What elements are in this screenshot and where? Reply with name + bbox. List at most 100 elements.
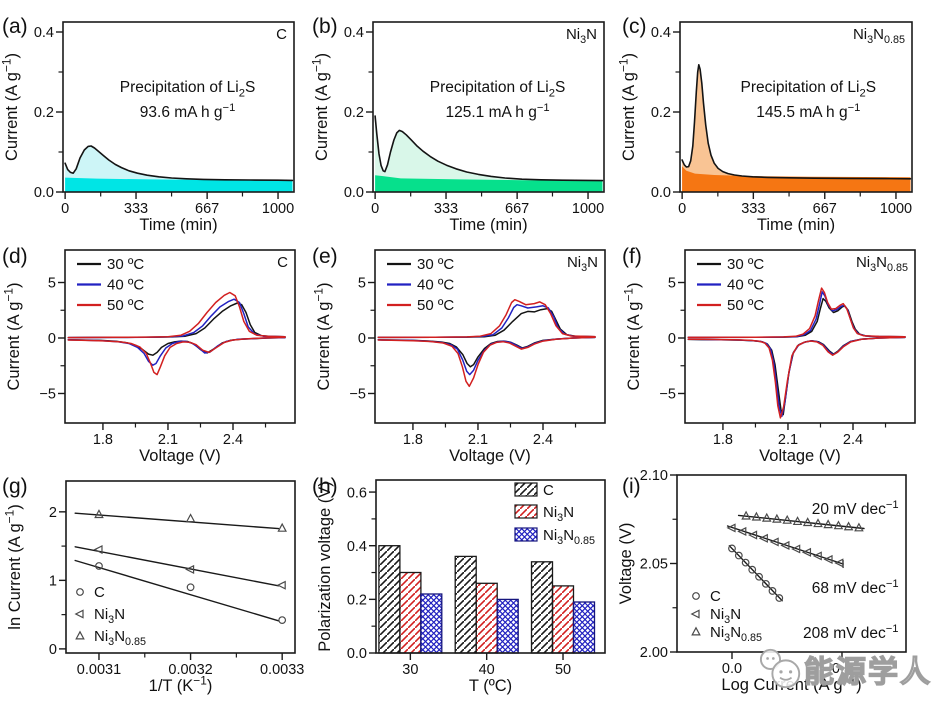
a-annotation-1: 93.6 mA h g−1 (140, 102, 236, 121)
f-legend-label-0: 30 ºC (727, 256, 764, 273)
i-series-2 (726, 525, 844, 565)
i-x-axis-label: Log Current (A g−1) (721, 673, 861, 694)
h-x-tick-label-2: 50 (555, 662, 571, 678)
panel-e-chart: 1.8 2.1 2.4 −5 0 5 Voltage (V) Current (A g−1) (… (312, 245, 606, 465)
i-x-tick-label-0: 0.0 (722, 661, 742, 677)
c-x-tick-label-3: 1000 (880, 201, 912, 217)
i-scatter-1 (728, 544, 784, 602)
c-frame (679, 21, 913, 193)
a-annotation-0: Precipitation of Li2S (120, 79, 255, 99)
d-panel-letter: (d) (2, 245, 28, 268)
marker-triangle-up (833, 520, 844, 530)
marker-triangle-up (94, 509, 104, 519)
b-x-tick-label-3: 1000 (572, 201, 604, 217)
marker-triangle-left (834, 558, 844, 568)
c-y-axis-label: Current (A g−1) (617, 53, 638, 161)
e-legend-label-2: 50 ºC (417, 297, 454, 314)
marker-triangle-up (691, 626, 701, 636)
a-y-tick-label-2: 0.4 (34, 25, 54, 41)
d-x-tick-label-1: 2.1 (158, 432, 178, 448)
marker-triangle-left (748, 530, 758, 540)
i-y-tick-label-0: 2.00 (640, 645, 668, 661)
f-panel-letter: (f) (622, 245, 642, 268)
marker-circle (734, 551, 743, 560)
i-y-axis-label: Voltage (V) (617, 523, 635, 605)
marker-circle (95, 562, 103, 570)
panel-g: 0.0031 0.0032 0.0033 0 1 2 1/T (K−1) ln Current… (0, 460, 310, 707)
g-x-tick-label-1: 0.0032 (168, 662, 212, 678)
i-annotation-2: 208 mV dec−1 (803, 623, 898, 642)
marker-circle (775, 594, 784, 602)
marker-triangle-left (812, 551, 822, 561)
g-legend-label-2: Ni3N0.85 (94, 628, 146, 648)
f-series-0 (687, 297, 906, 416)
panel-a: 0 333 667 1000 0.0 0.2 0.4 Time (min) Current (A… (0, 0, 310, 234)
i-legend-label-0: C (710, 588, 721, 605)
bar-Ni_{3}N-50 (551, 585, 575, 654)
legend-swatch (514, 504, 538, 519)
marker-triangle-up (741, 510, 751, 520)
g-y-tick-label-2: 2 (49, 505, 57, 521)
marker-circle (728, 544, 736, 553)
g-series-4 (74, 512, 280, 530)
marker-circle (692, 592, 700, 600)
g-legend-label-1: Ni3N (94, 606, 125, 626)
c-x-tick-label-1: 333 (741, 201, 765, 217)
marker-triangle-up (185, 513, 196, 523)
e-series-2 (377, 298, 596, 388)
a-x-tick-label-1: 333 (124, 201, 148, 217)
g-panel-letter: (g) (2, 475, 28, 498)
marker-triangle-left (758, 533, 768, 543)
f-x-tick-label-2: 2.4 (843, 432, 863, 448)
marker-triangle-up (761, 512, 772, 522)
b-y-tick-label-1: 0.2 (344, 105, 364, 121)
marker-triangle-left (276, 580, 286, 590)
e-series-1 (377, 303, 596, 376)
g-series-2 (74, 546, 280, 587)
i-y-tick-label-2: 2.10 (640, 468, 668, 484)
bar-C-40 (454, 555, 477, 654)
legend-swatch (514, 482, 538, 497)
h-frame (375, 479, 606, 654)
d-legend-label-0: 30 ºC (107, 256, 144, 273)
panel-e: 1.8 2.1 2.4 −5 0 5 Voltage (V) Current (A g−1) (… (310, 230, 620, 465)
b-x-tick-label-0: 0 (371, 201, 379, 217)
b-y-tick-label-0: 0.0 (344, 185, 364, 201)
b-x-tick-label-2: 667 (505, 201, 529, 217)
e-legend-label-1: 40 ºC (417, 277, 454, 294)
b-panel-letter: (b) (312, 15, 338, 38)
a-y-tick-label-0: 0.0 (34, 185, 54, 201)
i-x-tick-label-1: 0.5 (832, 661, 852, 677)
f-x-axis-label: Voltage (V) (759, 447, 841, 465)
i-annotation-1: 68 mV dec−1 (812, 578, 899, 597)
b-y-axis-label: Current (A g−1) (310, 53, 331, 161)
panel-f-chart: 1.8 2.1 2.4 −5 0 5 Voltage (V) Current (A g−1) (… (622, 245, 916, 465)
panel-i-chart: 0.0 0.5 2.00 2.05 2.10 Log Current (A g−1) Vol… (617, 468, 907, 694)
c-panel-letter: (c) (622, 15, 647, 38)
e-y-tick-label-0: −5 (349, 387, 366, 403)
c-series-2 (681, 64, 912, 180)
marker-triangle-left (690, 609, 700, 619)
a-y-axis-label: Current (A g−1) (0, 53, 21, 161)
g-y-tick-label-0: 0 (49, 642, 57, 658)
f-y-tick-label-2: 5 (668, 276, 676, 292)
marker-triangle-up (813, 518, 823, 528)
marker-triangle-up (277, 522, 287, 532)
marker-triangle-left (74, 609, 84, 619)
i-scatter-5 (741, 510, 864, 532)
g-y-axis-label: ln Current (A g−1) (3, 504, 24, 629)
i-series-0 (728, 545, 783, 602)
marker-circle (741, 558, 750, 567)
h-x-tick-label-0: 30 (402, 662, 418, 678)
panel-b: 0 333 667 1000 0.0 0.2 0.4 Time (min) Current (A… (310, 0, 620, 234)
d-x-axis-label: Voltage (V) (139, 447, 221, 465)
g-frame (65, 480, 296, 654)
h-legend-label-0: C (543, 482, 554, 499)
legend-swatch (514, 527, 538, 542)
panel-h: 30 40 50 0.0 0.2 0.4 0.6 T (ºC) Polarization vol… (310, 460, 620, 707)
h-y-tick-label-2: 0.4 (347, 539, 367, 555)
c-y-tick-label-0: 0.0 (651, 185, 671, 201)
marker-circle (748, 565, 757, 574)
panel-h-chart: 30 40 50 0.0 0.2 0.4 0.6 T (ºC) Polarization vol… (312, 475, 606, 695)
